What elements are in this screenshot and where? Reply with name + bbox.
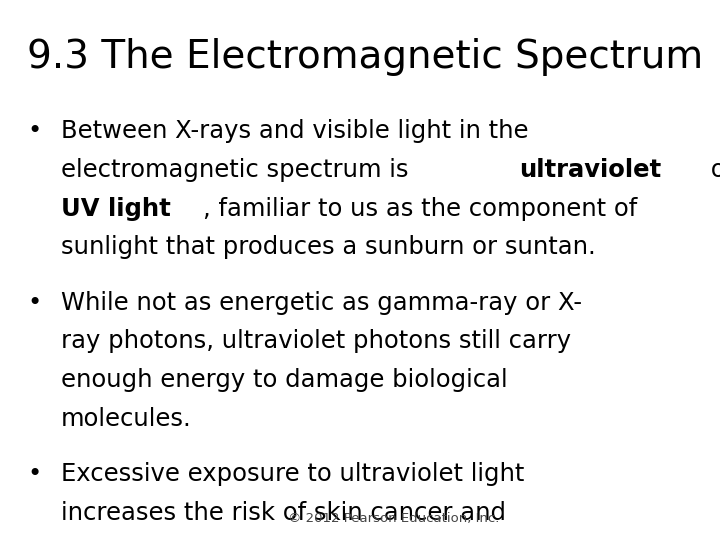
Text: Excessive exposure to ultraviolet light: Excessive exposure to ultraviolet light: [61, 462, 525, 486]
Text: electromagnetic spectrum is: electromagnetic spectrum is: [61, 158, 416, 181]
Text: •: •: [27, 291, 42, 314]
Text: Between X-rays and visible light in the: Between X-rays and visible light in the: [61, 119, 528, 143]
Text: sunlight that produces a sunburn or suntan.: sunlight that produces a sunburn or sunt…: [61, 235, 596, 259]
Text: •: •: [27, 462, 42, 486]
Text: 9.3 The Electromagnetic Spectrum: 9.3 The Electromagnetic Spectrum: [27, 38, 703, 76]
Text: © 2012 Pearson Education, Inc.: © 2012 Pearson Education, Inc.: [288, 512, 500, 525]
Text: , familiar to us as the component of: , familiar to us as the component of: [203, 197, 637, 220]
Text: ray photons, ultraviolet photons still carry: ray photons, ultraviolet photons still c…: [61, 329, 572, 353]
Text: or: or: [703, 158, 720, 181]
Text: ultraviolet: ultraviolet: [520, 158, 662, 181]
Text: increases the risk of skin cancer and: increases the risk of skin cancer and: [61, 501, 506, 525]
Text: molecules.: molecules.: [61, 407, 192, 431]
Text: •: •: [27, 119, 42, 143]
Text: UV light: UV light: [61, 197, 171, 220]
Text: While not as energetic as gamma-ray or X-: While not as energetic as gamma-ray or X…: [61, 291, 582, 314]
Text: enough energy to damage biological: enough energy to damage biological: [61, 368, 508, 392]
